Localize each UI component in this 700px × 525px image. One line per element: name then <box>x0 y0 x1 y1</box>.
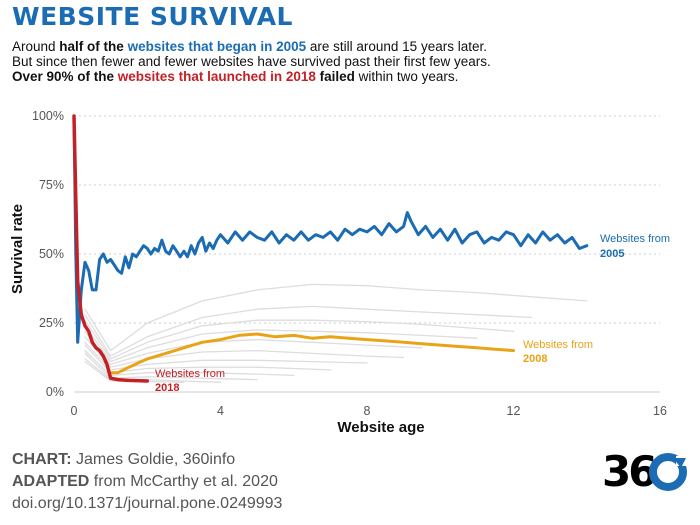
series-line-2005 <box>72 114 589 344</box>
subtitle-line-1: Around half of the websites that began i… <box>12 39 487 54</box>
subtitle-line-2: But since then fewer and fewer websites … <box>12 54 491 69</box>
series-label-2005: Websites from <box>600 233 670 245</box>
credit-doi: doi.org/10.1371/journal.pone.0249993 <box>12 495 283 512</box>
subtitle-bold: failed <box>315 69 355 84</box>
background-series-line <box>84 336 405 368</box>
background-series-line <box>84 305 533 357</box>
background-series-line <box>84 349 295 377</box>
background-series-line <box>84 330 423 366</box>
series-label-2018: Websites from <box>155 368 225 380</box>
chart-title: WEBSITE SURVIVAL <box>12 2 293 31</box>
series-label-year-2018: 2018 <box>155 382 179 394</box>
background-series-line <box>84 352 258 381</box>
x-axis-title: Website age <box>337 419 424 436</box>
credit-value: from McCarthy et al. 2020 <box>89 473 278 490</box>
x-tick-label: 0 <box>71 404 78 418</box>
series-label-year-2005: 2005 <box>600 248 624 260</box>
y-tick-label: 25% <box>39 316 64 330</box>
background-series-line <box>84 319 515 360</box>
logo-digits: 36 <box>602 448 655 492</box>
x-tick-label: 16 <box>653 404 667 418</box>
background-series-line <box>84 325 478 363</box>
credit-adapted: ADAPTED from McCarthy et al. 2020 <box>12 473 278 491</box>
360info-logo: 36 <box>602 447 690 496</box>
subtitle-bold: half of the <box>59 39 124 54</box>
subtitle-bold: Over 90% of the <box>12 69 118 84</box>
credit-label: CHART: <box>12 451 72 468</box>
subtitle-text: are still around 15 years later. <box>306 39 487 54</box>
series-line-2008 <box>109 332 515 375</box>
subtitle-text: Around <box>12 39 60 54</box>
credit-value: James Goldie, 360info <box>71 451 236 468</box>
subtitle-text: within two years. <box>354 69 459 84</box>
credit-label: ADAPTED <box>12 473 90 490</box>
x-tick-label: 12 <box>507 404 521 418</box>
background-series-line <box>84 341 368 371</box>
credit-chart: CHART: James Goldie, 360info <box>12 451 235 469</box>
subtitle-line-3: Over 90% of the websites that launched i… <box>12 69 458 84</box>
y-tick-label: 50% <box>39 247 64 261</box>
series-label-2008: Websites from <box>523 339 593 351</box>
y-tick-label: 0% <box>46 385 64 399</box>
series-line-2018 <box>72 114 150 383</box>
logo-arrow-icon <box>673 458 686 468</box>
x-tick-label: 4 <box>217 404 224 418</box>
y-tick-label: 75% <box>39 178 64 192</box>
series-label-year-2008: 2008 <box>523 353 547 365</box>
subtitle-highlight-2018: websites that launched in 2018 <box>117 69 316 84</box>
x-tick-label: 8 <box>364 404 371 418</box>
subtitle-highlight-2005: websites that began in 2005 <box>127 39 307 54</box>
y-tick-label: 100% <box>32 109 64 123</box>
logo-circle-icon <box>649 453 687 491</box>
y-axis-title: Survival rate <box>9 204 26 294</box>
background-series-line <box>84 283 588 352</box>
